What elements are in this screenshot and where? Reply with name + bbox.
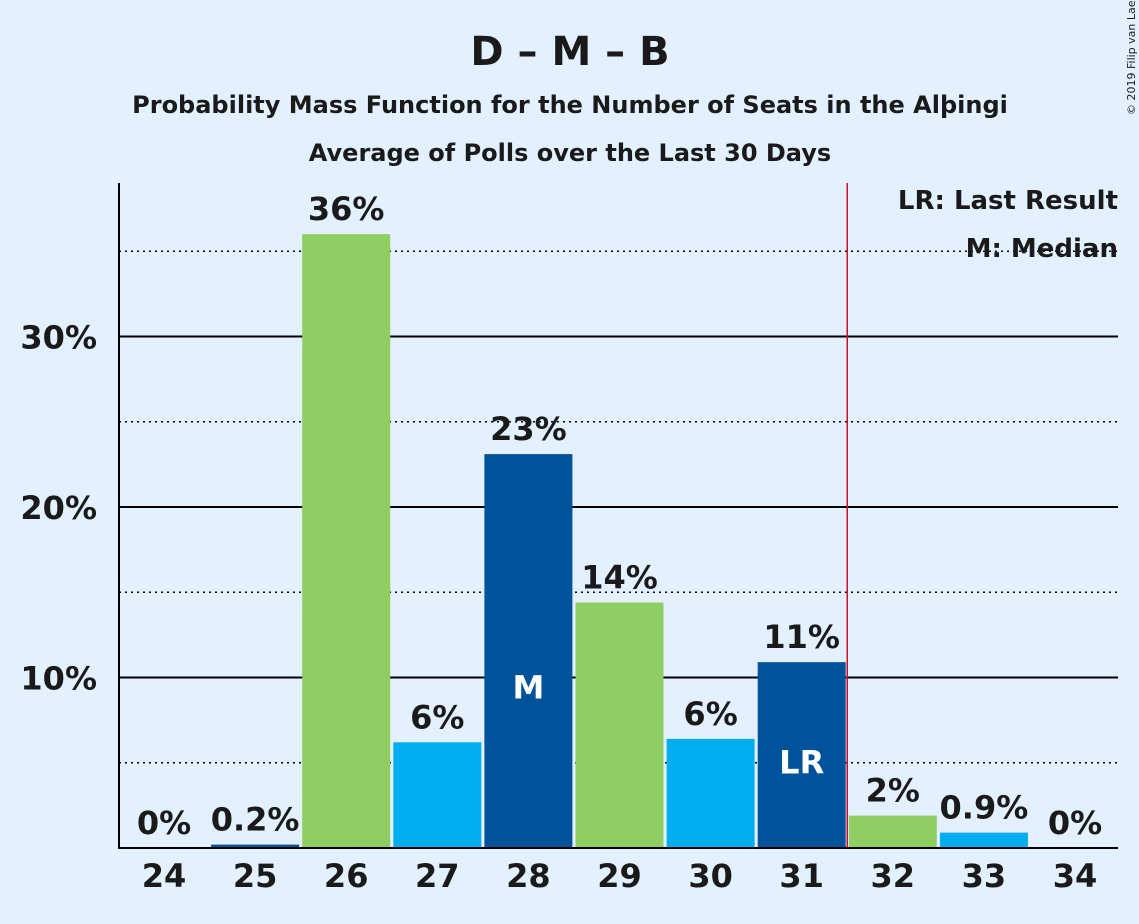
bar-seats-27 — [393, 742, 482, 848]
bars — [211, 234, 1028, 849]
chart-subtitle: Probability Mass Function for the Number… — [132, 91, 1008, 119]
data-label: 0% — [1048, 804, 1102, 842]
y-tick-label: 30% — [20, 318, 97, 356]
x-tick-label: 32 — [871, 857, 916, 895]
x-tick-label: 26 — [324, 857, 369, 895]
legend-last-result: LR: Last Result — [898, 186, 1118, 216]
legend-median: M: Median — [966, 234, 1118, 264]
y-tick-label: 10% — [20, 659, 97, 697]
x-tick-label: 30 — [688, 857, 733, 895]
data-label: 2% — [866, 772, 920, 810]
bar-seats-33 — [939, 832, 1028, 848]
x-tick-label: 33 — [962, 857, 1007, 895]
x-tick-label: 28 — [506, 857, 551, 895]
x-tick-label: 27 — [415, 857, 460, 895]
data-label: 0% — [137, 804, 191, 842]
bar-seats-31 — [757, 662, 846, 848]
bar-seats-29 — [575, 602, 664, 848]
data-labels: 0% 0.2% 36% 6% 23% M 14% 6% 11% LR 2% 0.9% 0% — [137, 190, 1102, 842]
axes: 10% 20% 30% 24 25 26 27 28 29 30 31 32 33 34 — [20, 183, 1118, 895]
data-label: 0.9% — [940, 789, 1029, 827]
x-tick-label: 29 — [597, 857, 642, 895]
last-result-marker: LR — [779, 744, 824, 782]
chart-title: D – M – B — [470, 29, 669, 75]
x-tick-label: 24 — [142, 857, 187, 895]
data-label: 23% — [490, 410, 567, 448]
copyright-notice: © 2019 Filip van Laenen — [1125, 0, 1138, 115]
data-label: 14% — [581, 558, 658, 596]
chart-subtitle-period: Average of Polls over the Last 30 Days — [309, 139, 831, 167]
bar-seats-32 — [848, 815, 937, 848]
x-tick-label: 25 — [233, 857, 278, 895]
data-label: 6% — [410, 698, 464, 736]
data-label: 0.2% — [211, 801, 300, 839]
bar-seats-28 — [484, 454, 573, 848]
bar-seats-25 — [211, 844, 300, 848]
data-label: 6% — [683, 695, 737, 733]
x-tick-label: 31 — [779, 857, 824, 895]
data-label: 36% — [308, 190, 385, 228]
data-label: 11% — [763, 618, 840, 656]
median-marker: M — [512, 668, 544, 706]
bar-seats-26 — [302, 234, 391, 849]
y-tick-label: 20% — [20, 489, 97, 527]
bar-seats-30 — [666, 738, 755, 848]
x-tick-label: 34 — [1053, 857, 1098, 895]
